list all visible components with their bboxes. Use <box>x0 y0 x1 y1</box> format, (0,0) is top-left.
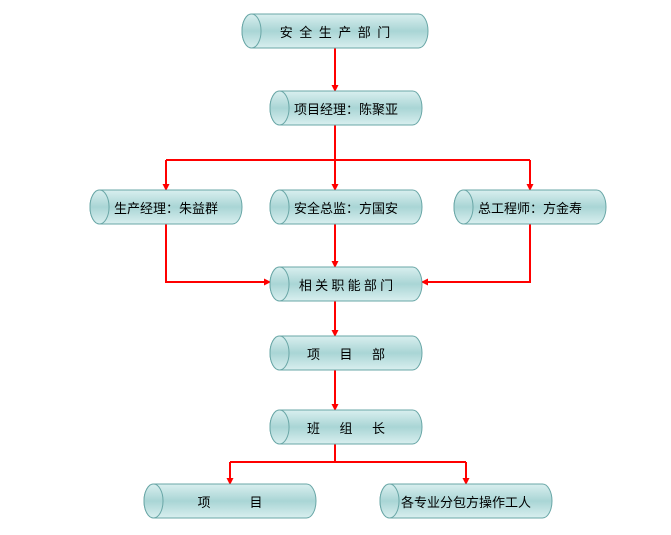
flow-node-label: 安 全 生 产 部 门 <box>280 22 391 41</box>
flow-node-label: 各专业分包方操作工人 <box>401 492 531 511</box>
flow-node-label: 安全总监：方国安 <box>294 198 398 217</box>
flow-node-label: 相 关 职 能 部 门 <box>299 275 393 294</box>
edge <box>422 224 530 282</box>
flow-node: 生产经理：朱益群 <box>100 190 233 224</box>
flow-node-label: 班 组 长 <box>307 418 385 437</box>
flow-node-label: 项目经理：陈聚亚 <box>294 99 398 118</box>
flow-node-label: 生产经理：朱益群 <box>114 198 218 217</box>
flow-node: 总工程师：方金寿 <box>464 190 597 224</box>
flow-node: 安 全 生 产 部 门 <box>252 14 419 48</box>
diagram-canvas: 安 全 生 产 部 门项目经理：陈聚亚生产经理：朱益群 安全总监：方国安 总工程师：… <box>0 0 671 535</box>
flow-node-label: 总工程师：方金寿 <box>478 198 582 217</box>
flow-node-label: 项 目 部 <box>307 344 385 363</box>
flow-node: 班 组 长 <box>280 410 413 444</box>
flow-node: 安全总监：方国安 <box>280 190 413 224</box>
flow-node: 项目经理：陈聚亚 <box>280 91 413 125</box>
flow-node: 项 目 部 <box>280 336 413 370</box>
flow-node: 相 关 职 能 部 门 <box>280 267 413 301</box>
flow-node: 各专业分包方操作工人 <box>390 484 543 518</box>
flow-node-label: 项 目 <box>197 492 262 511</box>
edge <box>166 224 270 282</box>
flow-node: 项 目 <box>154 484 307 518</box>
